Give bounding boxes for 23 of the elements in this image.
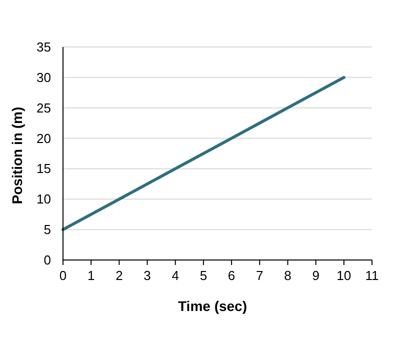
line-series xyxy=(62,76,346,232)
x-tick-label: 3 xyxy=(144,268,151,283)
x-tick-label: 4 xyxy=(172,268,179,283)
y-tick-label: 5 xyxy=(44,222,51,238)
x-tick-label: 2 xyxy=(116,268,123,283)
x-tick-label: 10 xyxy=(336,268,352,283)
y-tick-label: 35 xyxy=(36,40,51,54)
y-tick-label: 0 xyxy=(44,252,51,268)
x-tick-label: 0 xyxy=(59,268,67,283)
y-tick-label: 25 xyxy=(36,100,51,116)
x-tick-label: 8 xyxy=(284,268,292,283)
x-axis-title: Time (sec) xyxy=(178,298,247,314)
y-tick-label: 15 xyxy=(36,161,51,176)
y-tick-label: 30 xyxy=(36,70,51,85)
y-tick-label: 10 xyxy=(36,192,51,207)
x-tick-label: 6 xyxy=(228,268,236,283)
y-axis-title: Position in (m) xyxy=(9,106,25,204)
x-tick-label: 9 xyxy=(312,268,320,283)
x-tick-label: 1 xyxy=(87,268,95,283)
x-tick-label: 7 xyxy=(256,268,264,283)
y-tick-label: 20 xyxy=(36,130,51,146)
x-tick-label: 5 xyxy=(200,268,208,283)
x-tick-label: 11 xyxy=(365,268,379,283)
